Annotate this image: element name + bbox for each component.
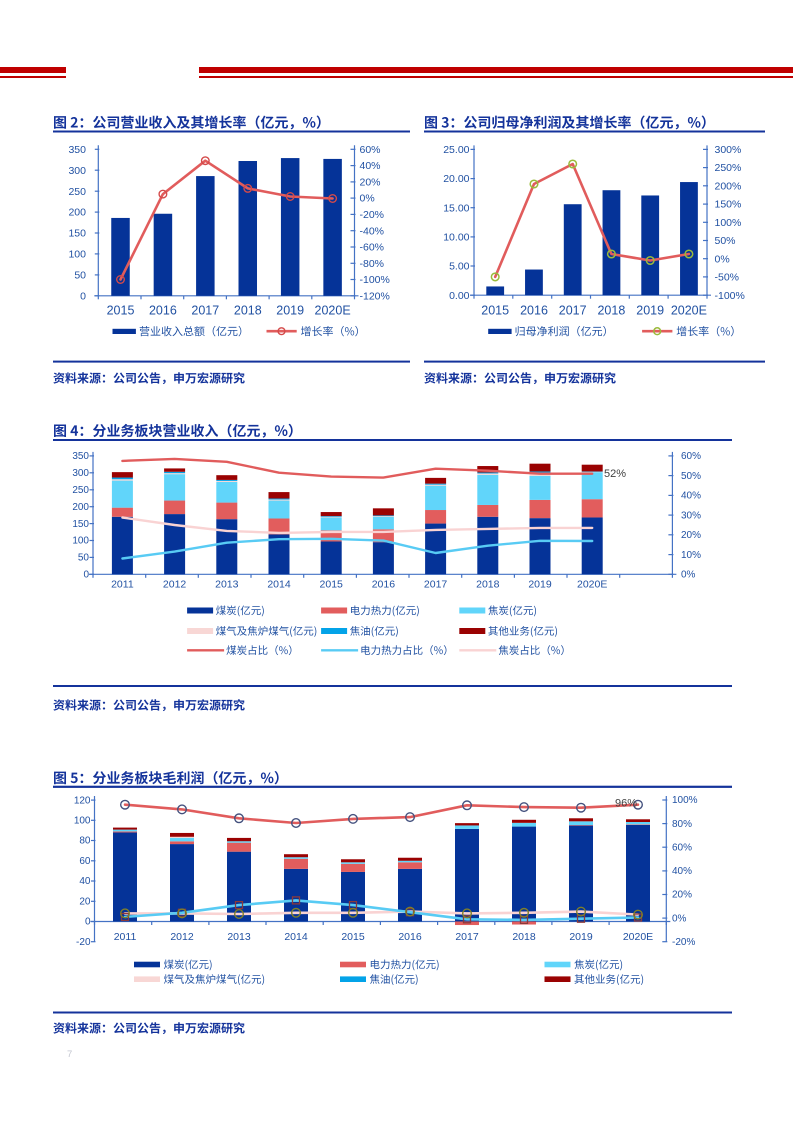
svg-text:10%: 10% [681, 550, 701, 561]
svg-text:60%: 60% [672, 842, 692, 853]
svg-text:20%: 20% [360, 177, 381, 189]
svg-text:2016: 2016 [398, 931, 422, 943]
svg-text:0: 0 [85, 917, 91, 928]
svg-text:100%: 100% [715, 217, 742, 229]
svg-text:2015: 2015 [107, 304, 135, 318]
svg-text:100%: 100% [672, 795, 698, 806]
svg-text:2012: 2012 [163, 579, 187, 591]
svg-text:100: 100 [68, 249, 86, 261]
svg-text:-40%: -40% [360, 225, 385, 237]
svg-text:40%: 40% [360, 160, 381, 172]
svg-text:350: 350 [72, 451, 89, 462]
svg-text:300: 300 [72, 468, 89, 479]
svg-text:2016: 2016 [520, 304, 548, 318]
svg-text:2019: 2019 [569, 931, 593, 943]
svg-text:52%: 52% [604, 468, 626, 480]
svg-text:250: 250 [72, 485, 89, 496]
svg-text:50%: 50% [715, 235, 736, 247]
svg-text:250: 250 [68, 186, 86, 198]
svg-text:2020E: 2020E [623, 931, 653, 943]
svg-text:2017: 2017 [191, 304, 219, 318]
svg-text:2015: 2015 [481, 304, 509, 318]
svg-text:25.00: 25.00 [443, 144, 469, 156]
svg-text:2017: 2017 [559, 304, 587, 318]
svg-text:300: 300 [68, 165, 86, 177]
svg-text:250%: 250% [715, 162, 742, 174]
svg-text:2020E: 2020E [671, 304, 707, 318]
svg-text:2018: 2018 [234, 304, 262, 318]
svg-text:60%: 60% [360, 144, 381, 156]
svg-text:60%: 60% [681, 451, 701, 462]
svg-text:-20%: -20% [360, 209, 385, 221]
svg-text:2018: 2018 [476, 579, 500, 591]
svg-text:-50%: -50% [715, 272, 740, 284]
svg-text:-100%: -100% [360, 274, 390, 286]
svg-text:96%: 96% [615, 798, 637, 810]
svg-text:15.00: 15.00 [443, 202, 469, 214]
svg-text:2016: 2016 [372, 579, 396, 591]
svg-text:2018: 2018 [597, 304, 625, 318]
svg-text:0: 0 [83, 570, 89, 581]
svg-text:2013: 2013 [227, 931, 251, 943]
svg-text:150%: 150% [715, 199, 742, 211]
svg-text:-60%: -60% [360, 242, 385, 254]
svg-text:100: 100 [74, 816, 91, 827]
svg-text:2014: 2014 [267, 579, 291, 591]
svg-text:350: 350 [68, 144, 86, 156]
svg-text:0: 0 [80, 290, 86, 302]
svg-text:2019: 2019 [636, 304, 664, 318]
svg-text:40%: 40% [681, 491, 701, 502]
svg-text:2012: 2012 [170, 931, 194, 943]
svg-text:0%: 0% [360, 193, 375, 205]
svg-text:150: 150 [72, 519, 89, 530]
svg-text:120: 120 [74, 795, 91, 806]
svg-text:-100%: -100% [715, 290, 745, 302]
svg-text:2014: 2014 [284, 931, 308, 943]
svg-text:50%: 50% [681, 471, 701, 482]
svg-text:2019: 2019 [276, 304, 304, 318]
svg-text:2020E: 2020E [577, 579, 607, 591]
svg-text:200%: 200% [715, 180, 742, 192]
svg-text:80: 80 [79, 836, 91, 847]
svg-text:60: 60 [79, 856, 91, 867]
svg-text:40%: 40% [672, 866, 692, 877]
svg-text:40: 40 [79, 876, 91, 887]
svg-text:0%: 0% [672, 913, 687, 924]
svg-text:30%: 30% [681, 510, 701, 521]
svg-text:2011: 2011 [114, 931, 137, 943]
svg-text:10.00: 10.00 [443, 232, 469, 244]
svg-text:2013: 2013 [215, 579, 239, 591]
svg-text:20: 20 [79, 897, 91, 908]
svg-text:-80%: -80% [360, 258, 385, 270]
svg-text:2017: 2017 [455, 931, 479, 943]
svg-text:20.00: 20.00 [443, 173, 469, 185]
svg-text:50: 50 [74, 270, 86, 282]
svg-text:2017: 2017 [424, 579, 448, 591]
svg-text:-120%: -120% [360, 290, 390, 302]
svg-text:20%: 20% [681, 530, 701, 541]
svg-text:20%: 20% [672, 890, 692, 901]
svg-text:5.00: 5.00 [449, 261, 470, 273]
svg-text:2019: 2019 [528, 579, 552, 591]
svg-text:300%: 300% [715, 144, 742, 156]
svg-text:150: 150 [68, 228, 86, 240]
svg-text:2015: 2015 [341, 931, 365, 943]
svg-text:0.00: 0.00 [449, 290, 470, 302]
svg-text:-20%: -20% [672, 937, 695, 948]
svg-text:7: 7 [67, 1049, 72, 1060]
svg-text:0%: 0% [715, 253, 730, 265]
svg-text:2016: 2016 [149, 304, 177, 318]
svg-text:0%: 0% [681, 570, 696, 581]
svg-text:200: 200 [68, 207, 86, 219]
svg-text:80%: 80% [672, 819, 692, 830]
svg-text:2018: 2018 [512, 931, 536, 943]
svg-text:-20: -20 [76, 937, 91, 948]
svg-text:2011: 2011 [111, 579, 134, 591]
svg-text:50: 50 [78, 553, 90, 564]
svg-text:2020E: 2020E [315, 304, 351, 318]
svg-text:2015: 2015 [320, 579, 344, 591]
svg-text:100: 100 [72, 536, 89, 547]
svg-text:200: 200 [72, 502, 89, 513]
